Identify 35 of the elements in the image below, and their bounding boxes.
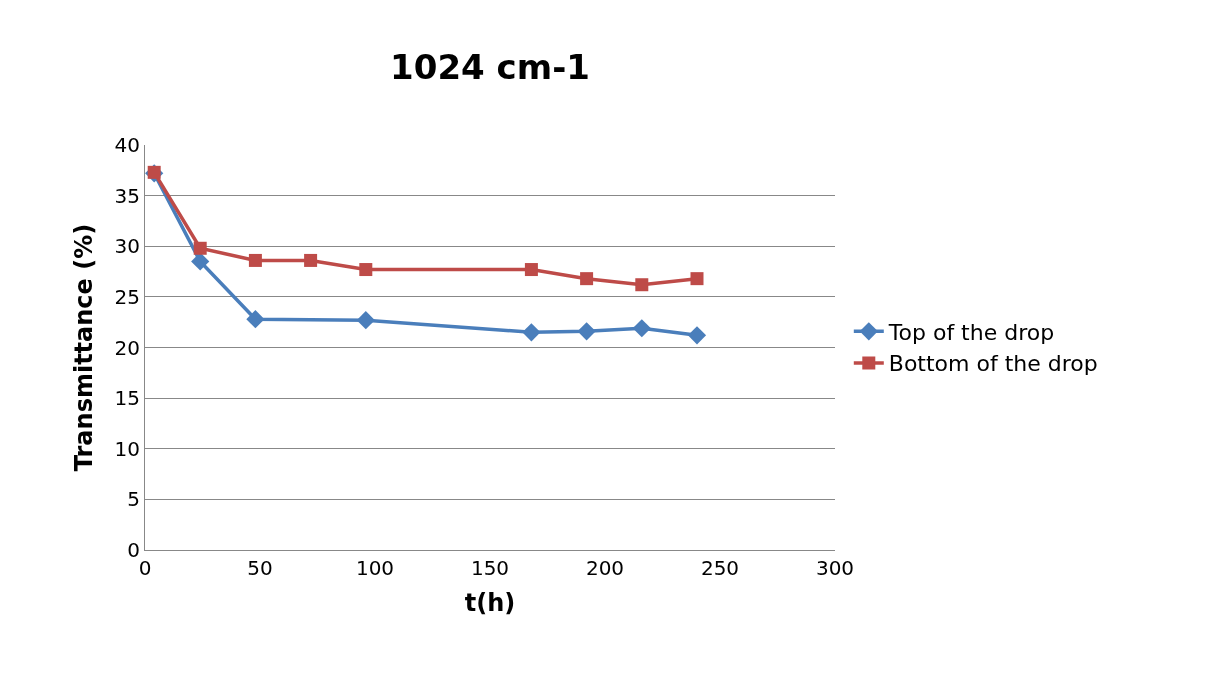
point: [359, 263, 373, 277]
point: [356, 311, 375, 330]
y-tick-label: 10: [114, 436, 140, 461]
point: [580, 272, 594, 286]
legend-label: Top of the drop: [887, 319, 1055, 345]
point: [577, 322, 596, 341]
point: [522, 323, 541, 342]
x-tick-label: 100: [355, 556, 395, 580]
point: [304, 253, 318, 267]
y-tick-label: 30: [114, 234, 140, 259]
y-axis-title: Transmittance (%): [69, 223, 98, 472]
point: [632, 319, 651, 338]
point: [193, 241, 207, 255]
point: [246, 310, 265, 329]
x-tick-label: 50: [247, 556, 273, 580]
x-tick-label: 150: [470, 556, 510, 580]
y-tick-label: 20: [114, 335, 140, 360]
point: [690, 272, 704, 286]
y-tick-label: 40: [114, 133, 140, 157]
y-tick-label: 35: [114, 183, 140, 208]
x-tick-label: 250: [700, 556, 740, 580]
chart-title: 1024 cm-1: [390, 47, 590, 87]
x-axis-title: t(h): [464, 589, 516, 618]
x-tick-label: 300: [815, 556, 855, 580]
point: [635, 278, 649, 292]
y-tick-label: 25: [114, 284, 140, 309]
y-tick-label: 15: [114, 386, 140, 411]
point: [687, 326, 707, 345]
point: [191, 252, 210, 271]
x-tick-label: 200: [585, 556, 625, 580]
point: [524, 263, 538, 277]
legend-label: Bottom of the drop: [888, 351, 1098, 377]
y-tick-label: 5: [127, 487, 140, 512]
y-tick-label: 0: [127, 538, 140, 562]
point: [248, 253, 262, 267]
